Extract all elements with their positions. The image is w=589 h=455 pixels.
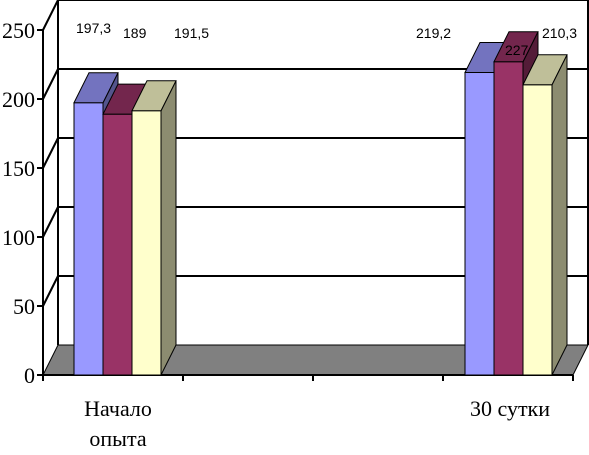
gridline-diagonal (42, 137, 59, 169)
data-label: 219,2 (416, 25, 451, 41)
bar (464, 72, 495, 376)
bars (73, 31, 568, 376)
data-label: 227 (505, 42, 529, 58)
gridline-diagonal (42, 68, 59, 100)
y-tick-label: 200 (2, 87, 35, 112)
bar (73, 102, 104, 376)
y-tick-label: 150 (2, 156, 35, 181)
data-label: 191,5 (174, 25, 209, 41)
category-label: Начало (84, 396, 152, 421)
category-labels: Начало опыта 30 сутки (84, 396, 550, 451)
bar-side (551, 54, 568, 376)
y-tick-labels: 0 50 100 150 200 250 (2, 18, 35, 388)
category-label: опыта (89, 426, 146, 451)
data-label: 210,3 (542, 25, 577, 41)
bar (493, 61, 524, 376)
data-label: 189 (123, 25, 147, 41)
bar (102, 113, 133, 376)
chart-walls (57, 0, 589, 345)
gridline-diagonal (42, 275, 59, 307)
y-tick-label: 100 (2, 225, 35, 250)
gridline-diagonal (42, 0, 59, 31)
data-label: 197,3 (76, 20, 111, 36)
data-labels: 197,3 219,2 189 227 191,5 210,3 (76, 20, 577, 58)
gridline-diagonal (42, 206, 59, 238)
bar-top (522, 54, 568, 86)
y-tick-label: 50 (13, 294, 35, 319)
y-tick-label: 250 (2, 18, 35, 43)
y-tick-label: 0 (24, 363, 35, 388)
bar (131, 110, 162, 376)
category-label: 30 сутки (470, 396, 550, 421)
bar (522, 84, 553, 376)
bar-side (160, 80, 177, 376)
bar-top (73, 72, 119, 104)
bar-top (131, 80, 177, 112)
bar-top (493, 31, 539, 63)
